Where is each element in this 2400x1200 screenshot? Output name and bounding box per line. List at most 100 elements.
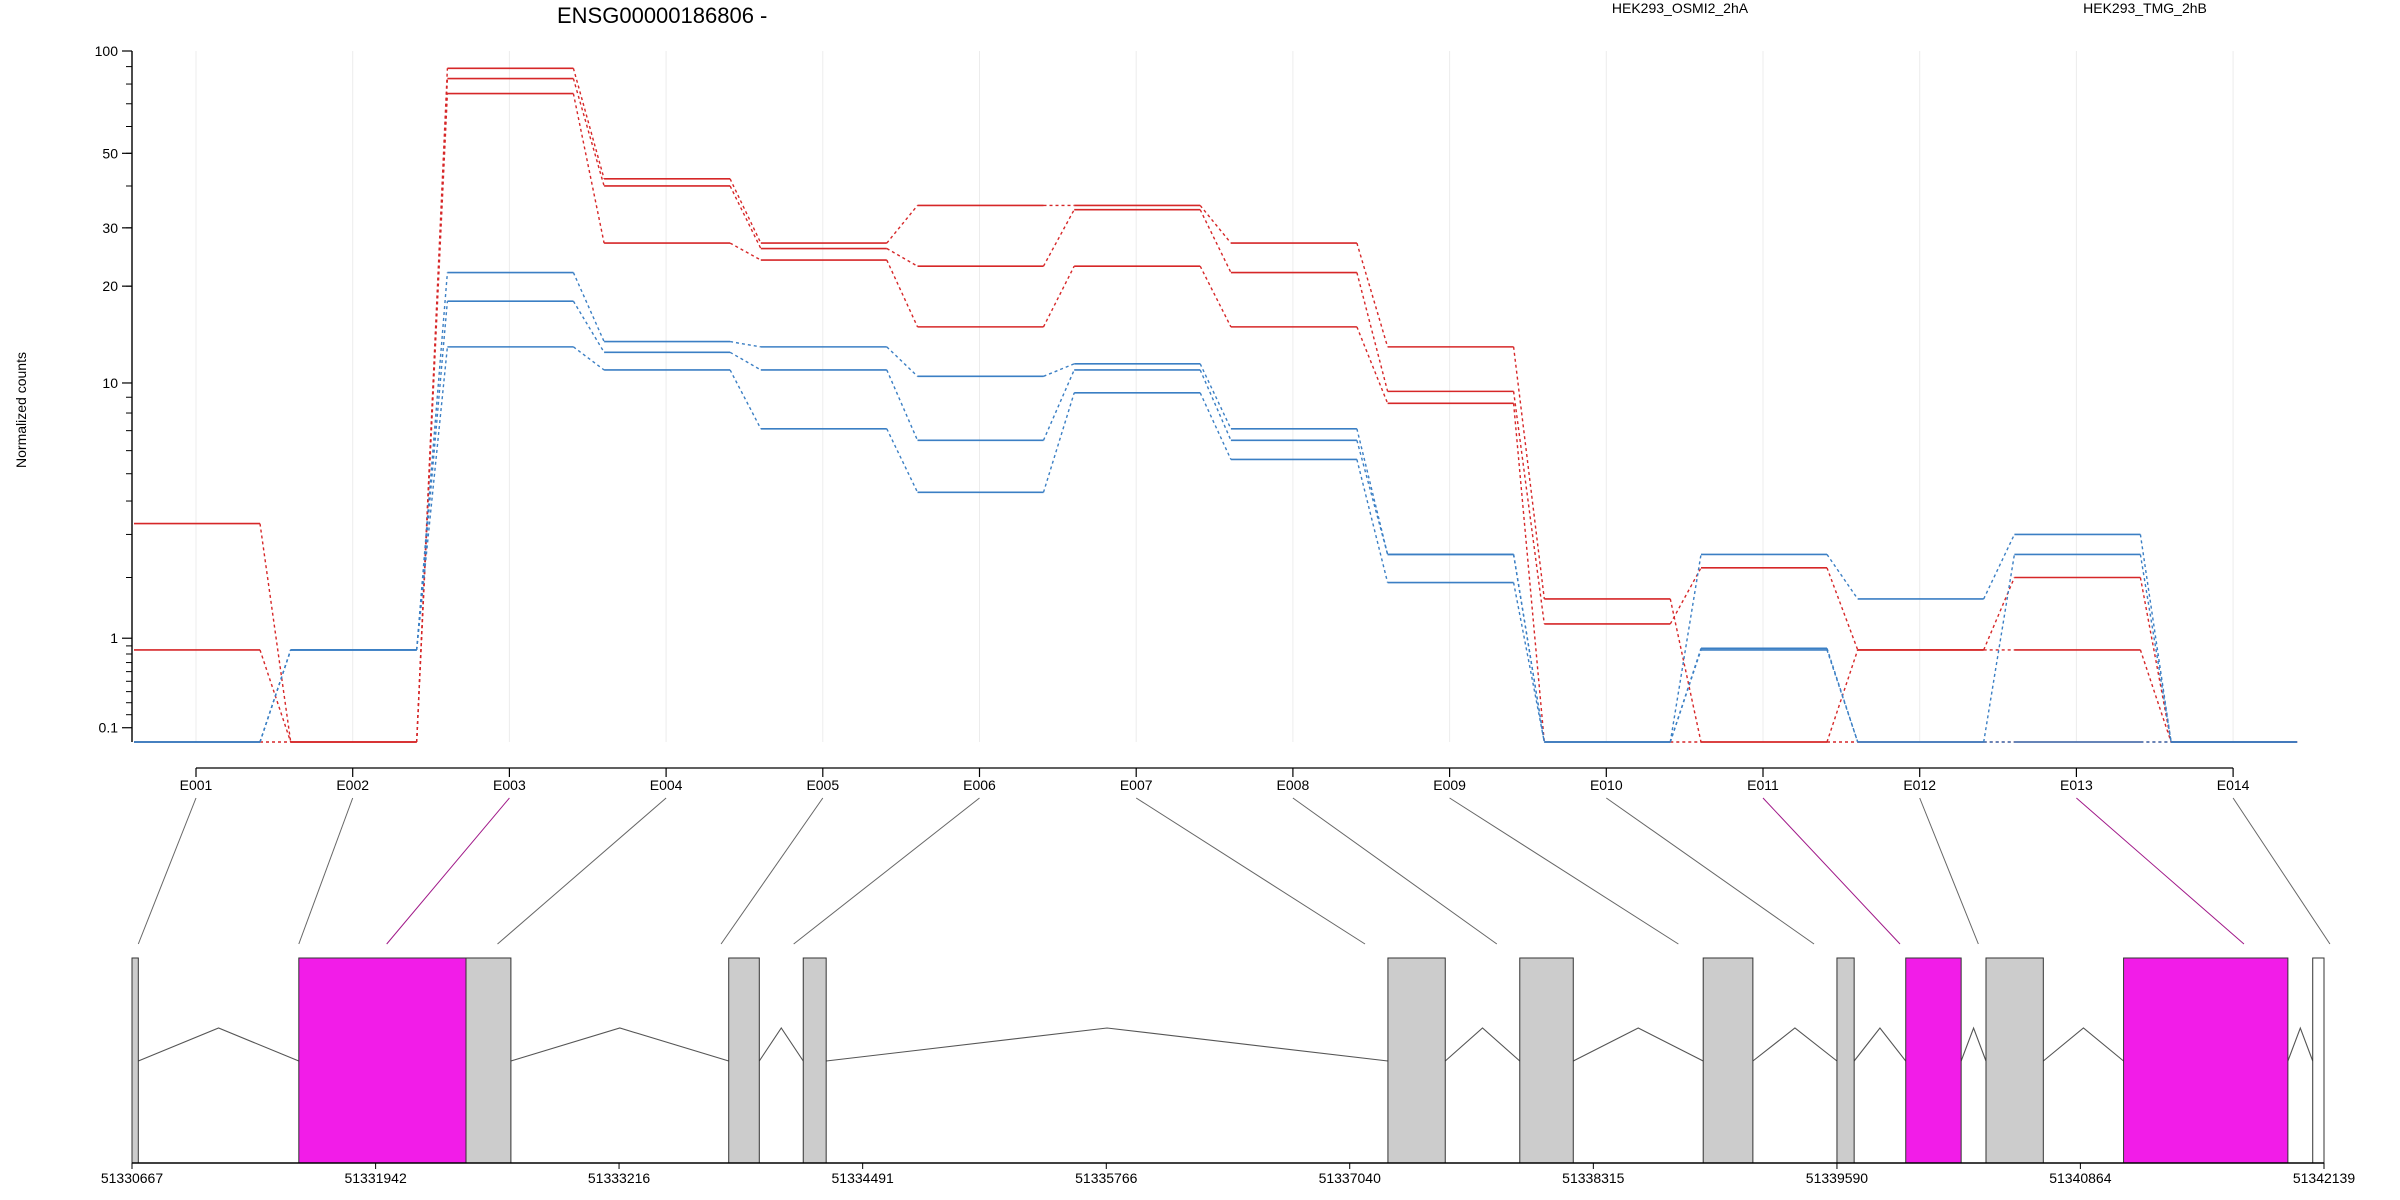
series-transition — [729, 351, 762, 371]
exon-connector — [1292, 797, 1498, 945]
intron-line — [1853, 1027, 1907, 1062]
y-tick-label: 0.1 — [99, 720, 119, 736]
exon-connector — [137, 797, 197, 945]
series-transition — [1199, 392, 1232, 460]
coord-tick-label: 51337040 — [1319, 1170, 1382, 1186]
series-transition — [886, 205, 919, 244]
series-line — [134, 346, 2298, 743]
coord-tick-label: 51342139 — [2293, 1170, 2356, 1186]
intron-line — [758, 1027, 804, 1062]
exon-box — [1985, 957, 2044, 1164]
exon-bin-label: E013 — [2060, 777, 2093, 793]
y-tick-label: 100 — [95, 43, 119, 59]
series-transition — [572, 78, 605, 187]
exon-box — [728, 957, 760, 1164]
y-axis-label: Normalized counts — [13, 352, 29, 468]
exon-connector — [1919, 797, 1979, 945]
coord-tick-label: 51330667 — [101, 1170, 164, 1186]
series-transition — [729, 340, 761, 348]
exon-bin-label: E006 — [963, 777, 996, 793]
series-transition — [886, 428, 919, 493]
series-transition — [1043, 363, 1075, 377]
series-transition — [416, 301, 449, 650]
exon-bin-label: E011 — [1747, 777, 1779, 793]
exon-bin-label: E005 — [806, 777, 839, 793]
exon-bin-label: E007 — [1120, 777, 1153, 793]
series-transition — [1199, 265, 1232, 328]
series-transition — [729, 185, 762, 249]
series-line — [134, 300, 2298, 743]
intron-line — [510, 1027, 729, 1062]
exon-bin-label: E010 — [1590, 777, 1623, 793]
series-transition — [886, 346, 918, 377]
series-transition — [1356, 326, 1389, 404]
exon-box — [465, 957, 512, 1164]
series-transition — [1512, 391, 1545, 625]
exon-box — [802, 957, 827, 1164]
exon-connectors — [137, 797, 2331, 945]
series-transition — [1669, 567, 1702, 625]
series-transition — [886, 247, 918, 267]
intron-line — [1752, 1027, 1838, 1062]
exon-connector — [1449, 797, 1679, 945]
coord-tick-label: 51340864 — [2049, 1170, 2112, 1186]
series-transition — [2139, 554, 2172, 743]
series-transition — [886, 369, 919, 441]
exon-bin-label: E009 — [1433, 777, 1466, 793]
series-line — [134, 92, 2298, 743]
exon-box — [131, 957, 139, 1164]
series-transition — [729, 178, 762, 244]
series-transition — [1042, 265, 1075, 328]
series-transition — [1983, 577, 2016, 651]
exon-bin-label: E001 — [180, 777, 213, 793]
series-transition — [1199, 363, 1232, 430]
exon-connector — [720, 797, 824, 945]
series-transition — [729, 369, 762, 430]
series-transition — [1512, 554, 1545, 743]
series-transition — [1356, 242, 1389, 348]
series-transition — [1826, 567, 1859, 651]
series-transition — [572, 300, 605, 353]
exon-bin-label: E004 — [650, 777, 683, 793]
series-transition — [572, 68, 605, 180]
exon-connector — [298, 797, 354, 945]
exon-box — [1836, 957, 1855, 1164]
plot-gridlines — [195, 51, 2234, 742]
series-transition — [2139, 649, 2172, 743]
exon-connector — [497, 797, 667, 945]
series-transition — [1042, 392, 1075, 493]
series-transition — [1199, 369, 1232, 441]
exon-box — [1387, 957, 1446, 1164]
series-transition — [1669, 598, 1702, 743]
series-transition — [416, 346, 449, 650]
series-transition — [729, 242, 762, 261]
exon-connector — [793, 797, 980, 945]
exon-connector — [1606, 797, 1815, 945]
series-transition — [1983, 554, 2016, 743]
legend-entry-osmi2: HEK293_OSMI2_2hA — [1612, 0, 1749, 16]
exon-connector — [1762, 797, 1901, 945]
legend-entry-tmg: HEK293_TMG_2hB — [2083, 0, 2207, 16]
series-transition — [1512, 403, 1545, 743]
series-transition — [1042, 369, 1075, 441]
chart-title: ENSG00000186806 - — [557, 3, 767, 28]
y-tick-label: 1 — [110, 630, 118, 646]
series-transition — [1826, 649, 1859, 743]
coord-tick-label: 51339590 — [1806, 1170, 1869, 1186]
expression-series — [134, 67, 2298, 743]
intron-line — [1960, 1026, 1987, 1062]
exon-bin-label: E012 — [1903, 777, 1936, 793]
series-transition — [416, 93, 449, 743]
y-tick-label: 20 — [102, 278, 118, 294]
coord-tick-label: 51335766 — [1075, 1170, 1138, 1186]
y-axis: 100 50 30 20 10 1 0.1 — [95, 43, 133, 742]
y-tick-label: 30 — [102, 220, 118, 236]
coord-tick-label: 51334491 — [832, 1170, 895, 1186]
series-transition — [259, 523, 292, 743]
intron-line — [1573, 1027, 1704, 1062]
exon-bin-label: E014 — [2217, 777, 2250, 793]
exon-connector — [386, 797, 510, 945]
series-transition — [1356, 440, 1389, 555]
intron-line — [2042, 1027, 2124, 1062]
exon-box-highlighted — [2123, 957, 2289, 1164]
